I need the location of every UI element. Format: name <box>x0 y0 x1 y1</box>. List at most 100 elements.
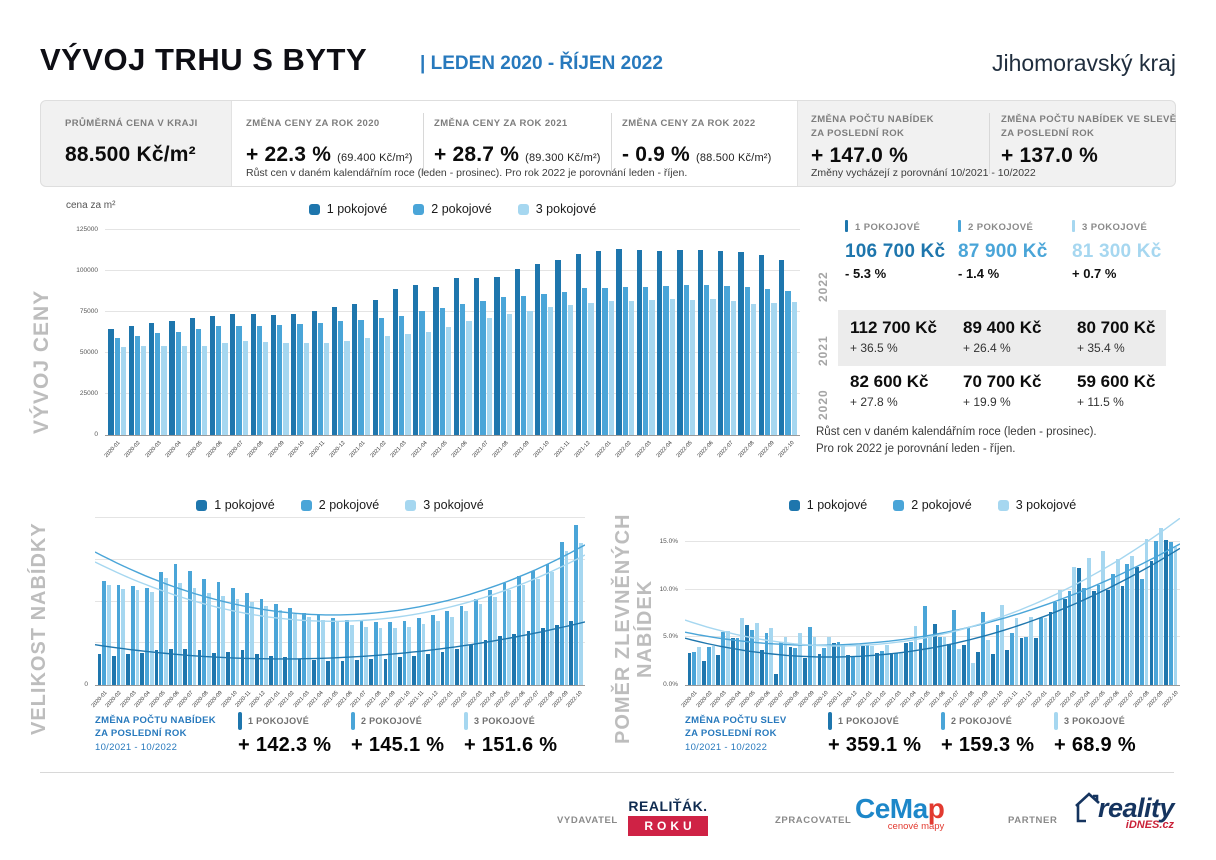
year-label-2020: 2020 <box>816 389 830 420</box>
bar <box>358 320 364 435</box>
price-change-2021-card: ZMĚNA CENY ZA ROK 2021 + 28.7 % (89.300 … <box>434 117 609 167</box>
bar <box>283 343 289 435</box>
legend-item: 1 pokojové <box>196 498 275 512</box>
bar <box>860 645 865 685</box>
bar <box>359 620 364 685</box>
bar <box>913 625 918 685</box>
bar <box>765 289 771 435</box>
gridline <box>95 517 585 518</box>
legend-label: 3 pokojové <box>1015 498 1077 512</box>
bar <box>718 250 724 435</box>
bar <box>159 572 164 685</box>
bar <box>908 642 913 685</box>
supply-summary-item-3: 3 POKOJOVÉ + 151.6 % <box>464 712 582 757</box>
bar-group <box>340 518 354 685</box>
bar <box>405 334 411 435</box>
bar <box>1067 590 1072 685</box>
bar <box>416 618 421 685</box>
bar <box>277 325 283 435</box>
bar <box>514 269 521 435</box>
bar-group <box>440 518 454 685</box>
table-note-l2: Pro rok 2022 je porovnání leden - říjen. <box>816 442 1016 455</box>
supply-summary-item-1: 1 POKOJOVÉ + 142.3 % <box>238 712 356 757</box>
bar-group <box>473 230 493 435</box>
bar <box>155 333 161 435</box>
bar-group <box>226 518 240 685</box>
price-change-2020-card: ZMĚNA CENY ZA ROK 2020 + 22.3 % (69.400 … <box>246 117 421 167</box>
bar <box>602 288 608 435</box>
bar-group <box>932 518 947 685</box>
bar <box>706 646 711 685</box>
legend-color-chip <box>405 499 417 511</box>
y-tick-label: 75000 <box>79 308 98 315</box>
bar <box>1125 563 1130 685</box>
summary-label-l1: ZMĚNA POČTU SLEV <box>685 715 787 726</box>
x-tick: 2020-12 <box>328 440 347 460</box>
price-change-2020-value: + 22.3 % (69.400 Kč/m²) <box>246 143 421 167</box>
bar <box>976 651 981 685</box>
legend-label: 2 pokojové <box>431 202 492 216</box>
bar <box>904 643 908 685</box>
bar-group <box>1135 518 1149 685</box>
bar <box>433 287 439 435</box>
bar <box>344 340 350 435</box>
summary-item-value: + 142.3 % <box>238 734 332 756</box>
bar <box>402 620 407 685</box>
bar <box>636 249 643 435</box>
bar-group <box>469 518 483 685</box>
bar <box>721 631 725 685</box>
bar <box>297 324 303 435</box>
bar-group <box>788 518 802 685</box>
bar <box>453 277 460 435</box>
bar <box>526 630 531 685</box>
bar <box>292 614 297 685</box>
summary-label-l2: ZA POSLEDNÍ ROK <box>685 728 777 740</box>
bar-group <box>716 518 730 685</box>
cell-value: 112 700 Kč <box>850 318 937 337</box>
row-2021-highlight <box>838 310 1166 366</box>
bar <box>331 307 338 435</box>
bar <box>1111 574 1115 685</box>
offer-change-card: ZMĚNA POČTU NABÍDEK ZA POSLEDNÍ ROK + 147… <box>811 113 996 168</box>
bar <box>385 335 391 435</box>
bar-group <box>717 230 737 435</box>
bar-group <box>249 230 269 435</box>
x-tick: 2020-11 <box>308 440 327 459</box>
cell-value: 70 700 Kč <box>963 372 1042 391</box>
bar <box>230 314 236 435</box>
cell-label: 2 POKOJOVÉ <box>958 220 1047 233</box>
bar <box>990 654 995 685</box>
bar <box>256 325 263 435</box>
bar-group <box>254 518 268 685</box>
legend-item: 2 pokojové <box>893 498 972 512</box>
bar <box>550 572 554 685</box>
bar-group <box>730 518 745 685</box>
bar <box>803 658 807 685</box>
bar <box>507 590 512 685</box>
x-tick: 2022-03 <box>635 440 654 460</box>
bar <box>321 619 326 685</box>
cell-label-text: 2 POKOJOVÉ <box>968 222 1034 233</box>
bar <box>730 300 736 435</box>
price-change-2021-value: + 28.7 % (89.300 Kč/m²) <box>434 143 609 167</box>
bar <box>1034 638 1038 685</box>
bar <box>1120 585 1125 685</box>
bar <box>202 579 207 685</box>
bar-group <box>168 230 188 435</box>
bar <box>880 650 884 685</box>
price-change-panel <box>231 101 798 186</box>
bar-group <box>211 518 226 685</box>
bar <box>352 303 358 435</box>
bar <box>1062 599 1067 685</box>
bar <box>486 317 492 435</box>
bar <box>273 604 278 685</box>
bar-group <box>831 518 846 685</box>
bar <box>574 524 578 685</box>
bar <box>1029 617 1033 685</box>
bar <box>209 316 216 435</box>
bar <box>1053 601 1058 685</box>
bar <box>149 591 154 685</box>
bar <box>521 295 527 435</box>
bar-group <box>412 230 432 435</box>
bar <box>923 605 928 685</box>
